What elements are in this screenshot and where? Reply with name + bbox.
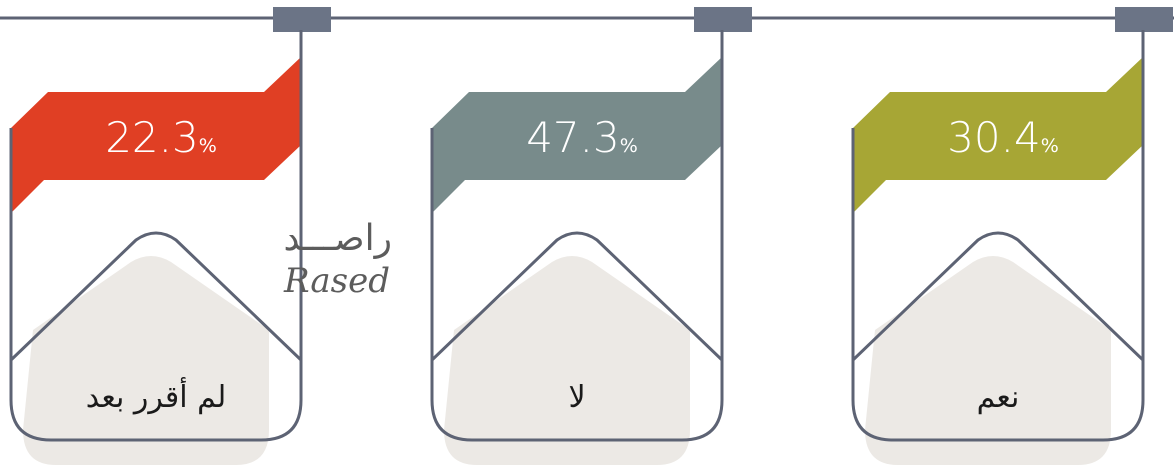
card-outline — [9, 30, 303, 442]
logo: راصـــد Rased — [283, 218, 392, 301]
value-ribbon — [853, 57, 1143, 213]
poll-item: 30.4% نعم — [851, 7, 1173, 465]
rail-connector — [1115, 7, 1173, 32]
value-label: 30.4% — [947, 113, 1059, 162]
value-ribbon — [432, 57, 722, 213]
logo-latin: Rased — [283, 261, 390, 301]
category-label: لا — [568, 380, 585, 415]
card-background — [444, 256, 690, 465]
poll-item: 22.3% لم أقرر بعد — [9, 7, 331, 465]
card-outline — [430, 30, 724, 442]
category-label: نعم — [977, 380, 1020, 415]
rail-connector — [694, 7, 752, 32]
card-background — [865, 256, 1111, 465]
value-ribbon — [11, 57, 301, 213]
poll-item: 47.3% لا — [430, 7, 752, 465]
card-outline — [851, 30, 1145, 442]
category-label: لم أقرر بعد — [86, 376, 226, 415]
rail-connector — [273, 7, 331, 32]
card-background — [23, 256, 269, 465]
value-label: 22.3% — [105, 113, 217, 162]
logo-arabic: راصـــد — [284, 218, 393, 259]
poll-items: 30.4% نعم 47.3% لا 22.3% لم أقرر بعد — [9, 7, 1173, 465]
value-label: 47.3% — [526, 113, 638, 162]
